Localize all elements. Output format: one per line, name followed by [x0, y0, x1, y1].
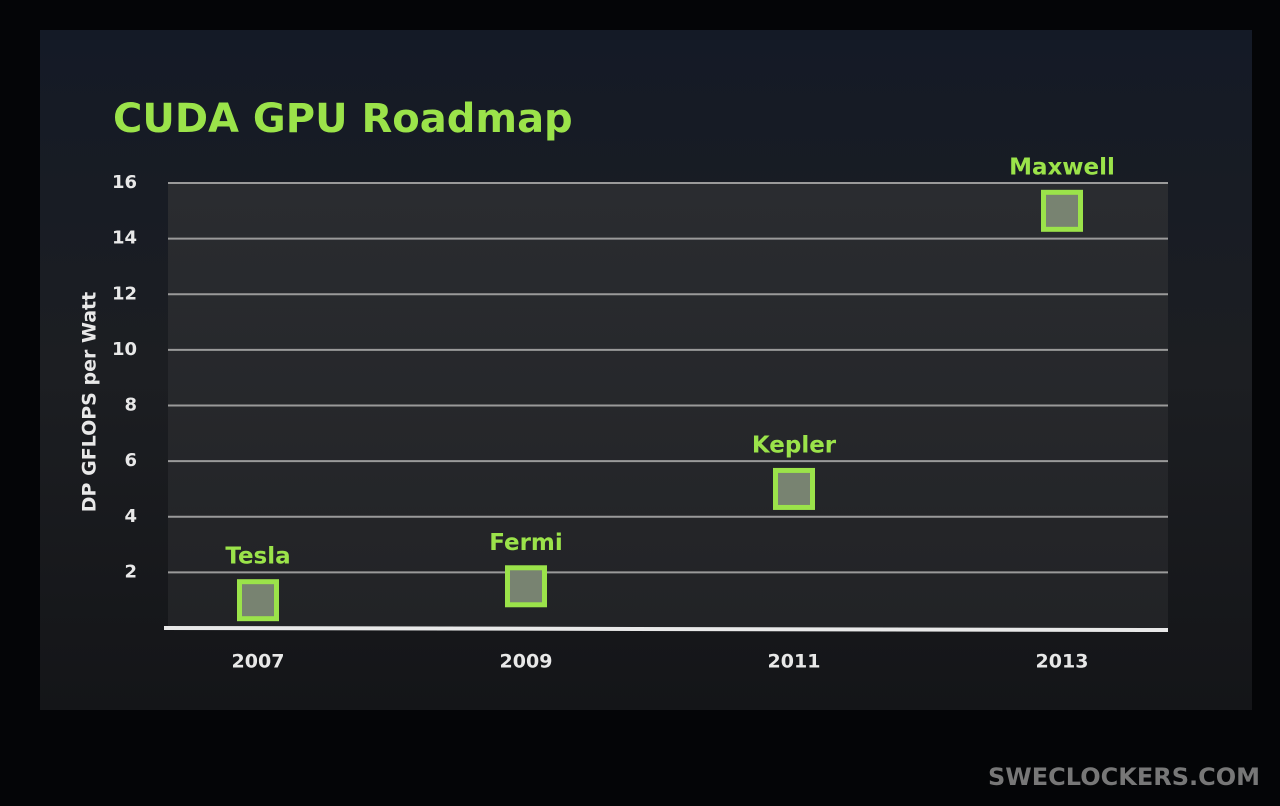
- y-tick-label: 2: [124, 561, 137, 582]
- point-label: Kepler: [752, 432, 837, 458]
- x-tick-label: 2007: [232, 651, 285, 673]
- chip-core: [1046, 194, 1078, 227]
- point-label: Maxwell: [1009, 154, 1115, 180]
- baseline: [163, 626, 1169, 632]
- chart-title: CUDA GPU Roadmap: [113, 96, 573, 142]
- point-label: Fermi: [489, 530, 563, 556]
- chip-core: [778, 472, 810, 505]
- chip-core: [510, 570, 542, 603]
- x-tick-label: 2011: [768, 651, 821, 673]
- y-axis-title: DP GFLOPS per Watt: [79, 292, 101, 512]
- y-tick-label: 6: [124, 450, 137, 471]
- chip-core: [242, 584, 274, 617]
- point-label: Tesla: [225, 544, 290, 570]
- y-tick-label: 8: [124, 395, 137, 416]
- y-tick-label: 16: [112, 172, 137, 193]
- y-tick-label: 10: [112, 339, 137, 360]
- y-tick-label: 14: [112, 228, 137, 249]
- y-tick-label: 12: [112, 283, 137, 304]
- y-tick-label: 4: [124, 506, 137, 527]
- x-tick-label: 2009: [500, 651, 553, 673]
- x-tick-label: 2013: [1036, 651, 1089, 673]
- watermark: SWECLOCKERS.COM: [988, 763, 1260, 791]
